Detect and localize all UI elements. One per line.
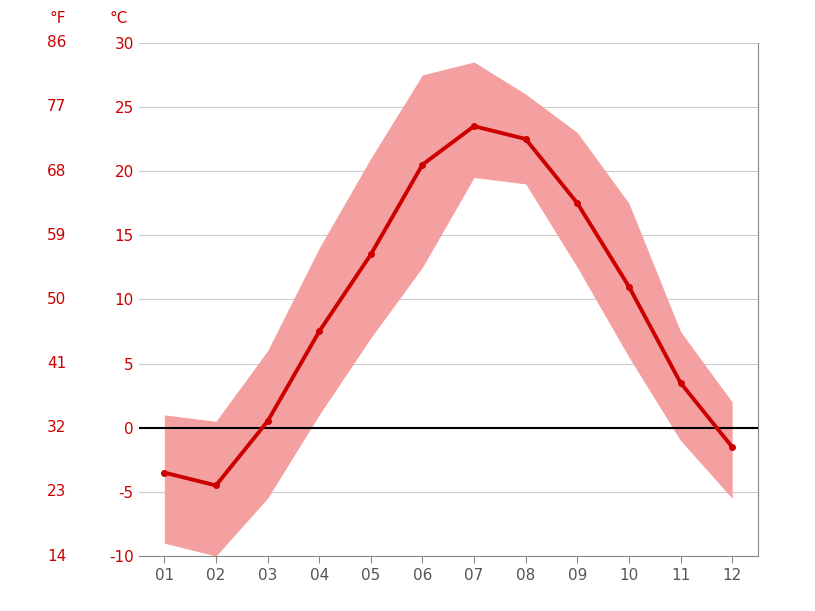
Text: 77: 77 [47, 100, 66, 114]
Text: 68: 68 [47, 164, 66, 178]
Text: °C: °C [109, 11, 127, 26]
Text: °F: °F [50, 11, 66, 26]
Text: 59: 59 [47, 228, 66, 243]
Text: 86: 86 [47, 35, 66, 50]
Text: 23: 23 [47, 485, 66, 499]
Text: 32: 32 [47, 420, 66, 435]
Text: 41: 41 [47, 356, 66, 371]
Text: 14: 14 [47, 549, 66, 563]
Text: 50: 50 [47, 292, 66, 307]
